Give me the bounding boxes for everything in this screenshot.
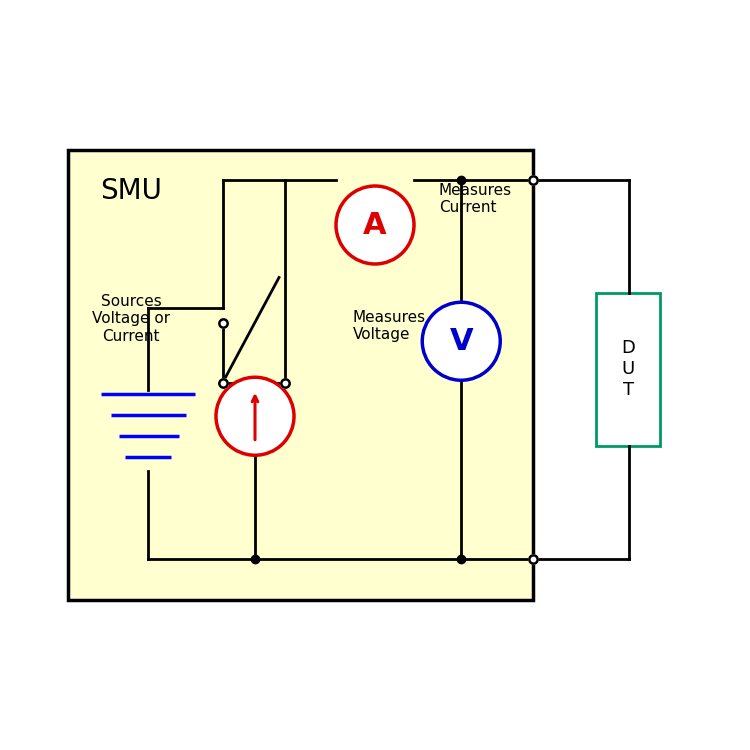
Text: SMU: SMU bbox=[100, 177, 162, 206]
Circle shape bbox=[336, 186, 414, 264]
Text: Measures
Current: Measures Current bbox=[439, 182, 512, 215]
Text: Sources
Voltage or
Current: Sources Voltage or Current bbox=[92, 294, 170, 344]
Bar bbox=[596, 292, 660, 446]
Bar bbox=[68, 150, 532, 600]
Text: V: V bbox=[449, 327, 473, 356]
Circle shape bbox=[216, 377, 294, 455]
Text: Measures
Voltage: Measures Voltage bbox=[352, 310, 426, 343]
Text: A: A bbox=[363, 211, 387, 239]
Circle shape bbox=[422, 302, 500, 380]
Text: D
U
T: D U T bbox=[621, 339, 635, 399]
